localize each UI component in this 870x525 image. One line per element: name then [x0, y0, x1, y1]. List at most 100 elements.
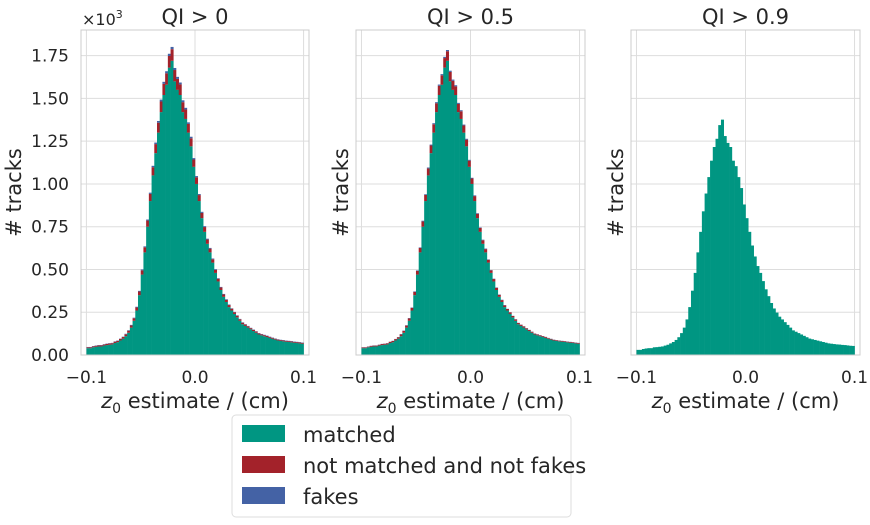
- bar-not-matched-and-not-fakes: [292, 341, 296, 343]
- bar-not-matched-and-not-fakes: [219, 287, 223, 290]
- bar-fakes: [205, 238, 209, 240]
- x-tick-label: 0.0: [732, 368, 759, 388]
- bar-not-matched-and-not-fakes: [165, 73, 169, 85]
- bar-not-matched-and-not-fakes: [560, 340, 564, 342]
- bar-matched: [388, 343, 392, 355]
- bar-matched: [696, 252, 700, 355]
- bar-not-matched-and-not-fakes: [415, 270, 420, 275]
- bar-matched: [816, 340, 820, 355]
- bar-not-matched-and-not-fakes: [140, 270, 144, 275]
- bar-matched: [157, 132, 161, 355]
- bar-matched: [563, 342, 567, 355]
- bar-fakes: [167, 53, 171, 56]
- bar-matched: [421, 226, 425, 355]
- bar-matched: [658, 346, 662, 355]
- bar-not-matched-and-not-fakes: [486, 259, 490, 263]
- bar-matched: [170, 60, 174, 355]
- bar-matched: [492, 281, 496, 355]
- bar-matched: [94, 346, 98, 355]
- bar-matched: [262, 336, 266, 355]
- bar-matched: [688, 307, 692, 355]
- bar-matched: [300, 343, 304, 355]
- bar-matched: [91, 347, 95, 355]
- bar-matched: [505, 310, 509, 355]
- bar-not-matched-and-not-fakes: [173, 70, 177, 82]
- bar-matched: [726, 142, 730, 355]
- bar-matched: [380, 345, 384, 355]
- bar-not-matched-and-not-fakes: [281, 340, 285, 342]
- bar-not-matched-and-not-fakes: [467, 160, 471, 167]
- bar-matched: [797, 333, 801, 355]
- bar-matched: [100, 346, 104, 355]
- bar-matched: [192, 166, 196, 355]
- bar-matched: [146, 226, 150, 355]
- bar-matched: [459, 118, 463, 356]
- bar-matched: [778, 316, 782, 355]
- bar-fakes: [135, 306, 139, 308]
- panels: QI > 0−0.1 0.0 0.1z0 estimate / (cm)# trac…: [2, 5, 868, 417]
- bar-matched: [470, 183, 474, 355]
- x-tick-label: −0.1: [341, 368, 382, 388]
- bar-not-matched-and-not-fakes: [437, 85, 441, 95]
- y-axis-label: # tracks: [329, 148, 353, 237]
- bar-matched: [214, 272, 218, 355]
- bar-not-matched-and-not-fakes: [432, 124, 436, 133]
- bar-not-matched-and-not-fakes: [132, 318, 136, 321]
- bar-not-matched-and-not-fakes: [571, 342, 575, 344]
- y-tick-label: 1.00: [31, 175, 69, 195]
- bar-matched: [124, 336, 128, 355]
- bar-not-matched-and-not-fakes: [495, 287, 499, 290]
- panel-title: QI > 0.9: [702, 5, 789, 29]
- bar-matched: [555, 340, 559, 355]
- bar-matched: [802, 335, 806, 355]
- bar-fakes: [124, 333, 128, 335]
- bar-not-matched-and-not-fakes: [170, 49, 174, 61]
- bar-fakes: [421, 220, 425, 222]
- bar-matched: [211, 262, 215, 355]
- bar-not-matched-and-not-fakes: [276, 339, 280, 341]
- bar-matched: [445, 60, 449, 355]
- bar-matched: [227, 307, 231, 355]
- bar-not-matched-and-not-fakes: [459, 111, 463, 119]
- bar-fakes: [470, 177, 474, 179]
- bar-matched: [369, 346, 373, 355]
- bar-not-matched-and-not-fakes: [200, 212, 204, 219]
- bar-matched: [669, 343, 673, 355]
- bar-not-matched-and-not-fakes: [138, 291, 142, 296]
- bar-fakes: [437, 84, 441, 86]
- bar-matched: [451, 89, 455, 356]
- x-tick-label: 0.1: [566, 368, 593, 388]
- bar-not-matched-and-not-fakes: [189, 138, 193, 147]
- bar-not-matched-and-not-fakes: [377, 344, 381, 346]
- bar-matched: [495, 290, 499, 355]
- bar-matched: [405, 327, 409, 355]
- bar-not-matched-and-not-fakes: [176, 78, 180, 90]
- bar-not-matched-and-not-fakes: [186, 123, 190, 133]
- bar-not-matched-and-not-fakes: [440, 75, 444, 85]
- bar-not-matched-and-not-fakes: [257, 333, 261, 335]
- bar-fakes: [170, 46, 174, 50]
- bar-matched: [538, 336, 542, 355]
- axes-frame: [80, 29, 310, 356]
- bar-not-matched-and-not-fakes: [456, 103, 460, 113]
- bar-matched: [113, 343, 117, 355]
- bar-matched: [200, 218, 204, 355]
- histogram-bars: [636, 119, 855, 356]
- bar-matched: [533, 334, 537, 355]
- histogram-bars: [86, 46, 304, 356]
- bar-not-matched-and-not-fakes: [300, 342, 304, 344]
- bar-matched: [132, 320, 136, 355]
- bar-matched: [851, 345, 855, 355]
- legend-swatch: [242, 456, 285, 473]
- bar-matched: [418, 252, 422, 355]
- bar-fakes: [426, 167, 430, 169]
- bar-not-matched-and-not-fakes: [254, 331, 258, 333]
- bar-matched: [519, 325, 523, 355]
- bar-not-matched-and-not-fakes: [533, 333, 537, 335]
- bar-not-matched-and-not-fakes: [380, 344, 384, 346]
- bar-matched: [840, 344, 844, 355]
- bar-matched: [268, 337, 272, 355]
- bar-matched: [514, 320, 518, 355]
- bar-not-matched-and-not-fakes: [475, 213, 479, 219]
- bar-matched: [546, 338, 550, 355]
